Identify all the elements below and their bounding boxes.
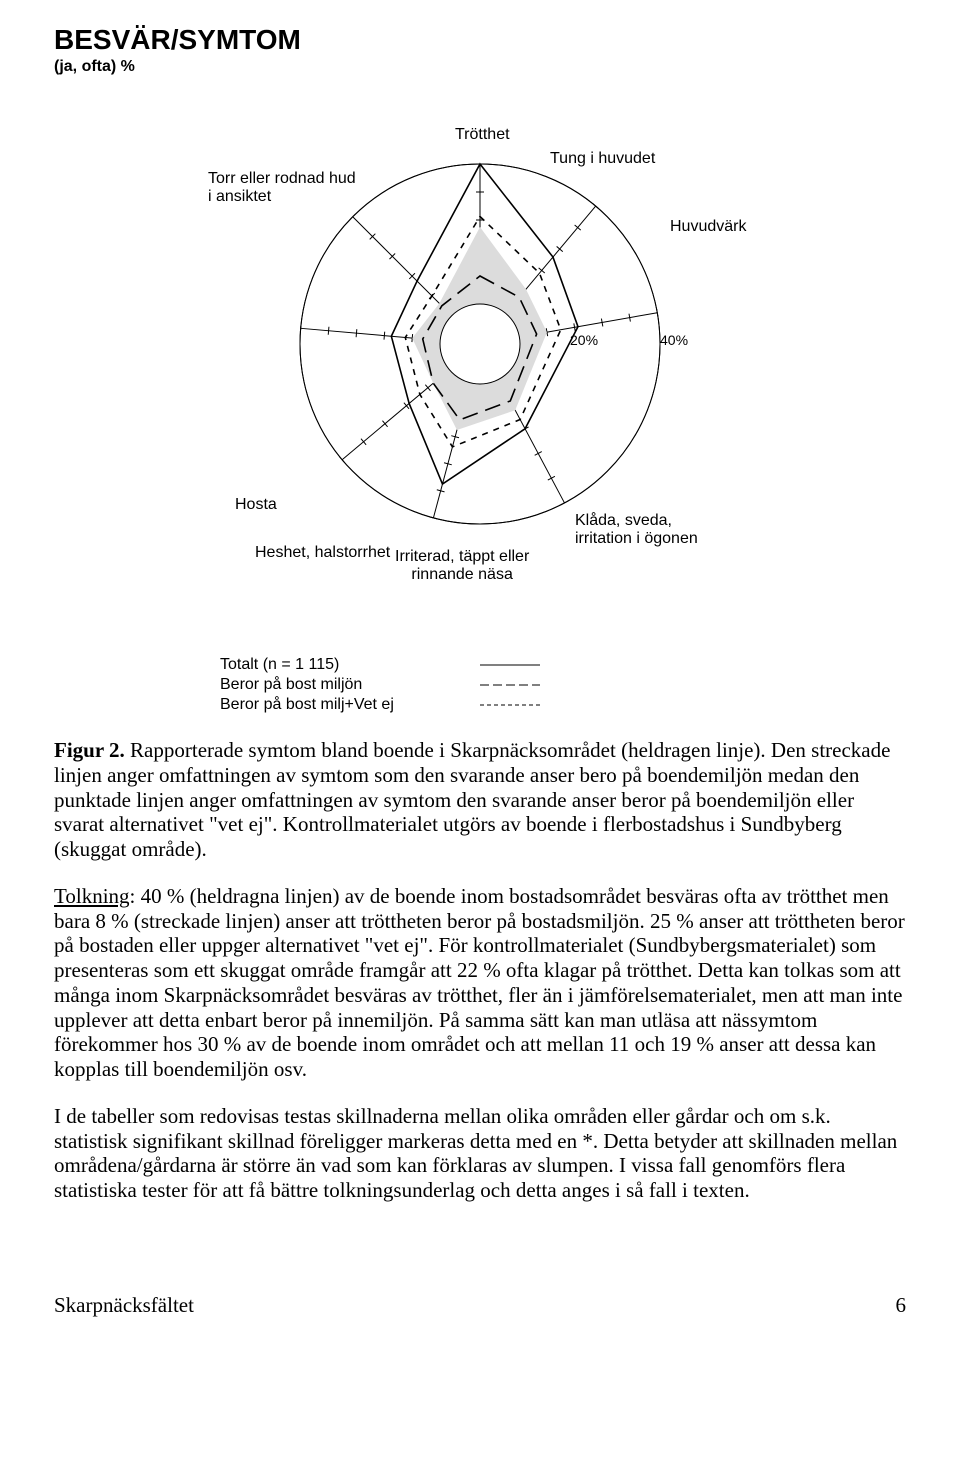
axis-label-torr: Torr eller rodnad hud i ansiktet: [208, 170, 356, 207]
axis-label-klada: Klåda, sveda, irritation i ögonen: [575, 512, 698, 549]
legend-swatch-longdash: [450, 684, 570, 686]
page-title: BESVÄR/SYMTOM: [54, 24, 906, 56]
tolkning-text: : 40 % (heldragna linjen) av de boende i…: [54, 884, 905, 1081]
radar-chart: Trötthet Tung i huvudet Huvudvärk Klåda,…: [200, 84, 760, 644]
legend-swatch-solid: [450, 664, 570, 666]
tick-40: 40%: [660, 332, 688, 348]
page-footer: Skarpnäcksfältet 6: [54, 1293, 906, 1318]
caption-text: Rapporterade symtom bland boende i Skarp…: [54, 738, 890, 861]
axis-label-trotthet: Trötthet: [455, 126, 510, 144]
axis-label-tung: Tung i huvudet: [550, 150, 655, 168]
legend-row: Beror på bost milj+Vet ej: [220, 696, 740, 714]
page: BESVÄR/SYMTOM (ja, ofta) % Trötthet Tung…: [0, 0, 960, 1358]
legend-swatch-shortdash: [450, 704, 570, 706]
axis-label-irriterad: Irriterad, täppt eller rinnande näsa: [395, 548, 529, 585]
axis-label-hosta: Hosta: [235, 496, 277, 514]
legend-label: Beror på bost miljön: [220, 676, 450, 694]
footer-left: Skarpnäcksfältet: [54, 1293, 194, 1318]
figure-caption: Figur 2. Rapporterade symtom bland boend…: [54, 738, 906, 862]
caption-lead: Figur 2.: [54, 738, 125, 762]
legend-label: Totalt (n = 1 115): [220, 656, 450, 674]
paragraph-tolkning: Tolkning: 40 % (heldragna linjen) av de …: [54, 884, 906, 1082]
axis-label-heshet: Heshet, halstorrhet: [255, 544, 390, 562]
paragraph-stats: I de tabeller som redovisas testas skill…: [54, 1104, 906, 1203]
legend-row: Beror på bost miljön: [220, 676, 740, 694]
tick-20: 20%: [570, 332, 598, 348]
legend-row: Totalt (n = 1 115): [220, 656, 740, 674]
page-subtitle: (ja, ofta) %: [54, 58, 906, 76]
legend-label: Beror på bost milj+Vet ej: [220, 696, 450, 714]
footer-right: 6: [896, 1293, 907, 1318]
tolkning-lead: Tolkning: [54, 884, 130, 908]
axis-label-huvudvark: Huvudvärk: [670, 218, 746, 236]
legend: Totalt (n = 1 115) Beror på bost miljön …: [220, 656, 740, 714]
